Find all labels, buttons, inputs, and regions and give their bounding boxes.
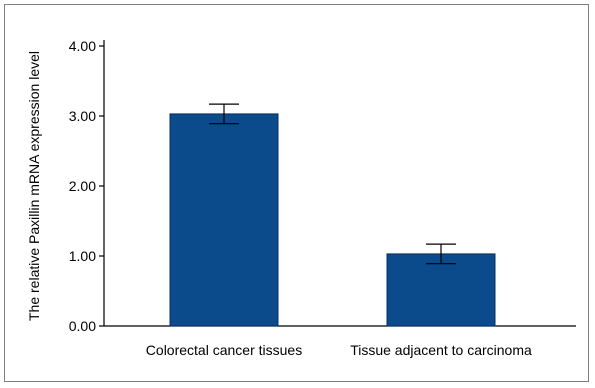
y-tick-label: 4.00 xyxy=(69,38,96,54)
y-axis-label: The relative Paxillin mRNA expression le… xyxy=(26,51,42,321)
x-tick-label: Tissue adjacent to carcinoma xyxy=(350,342,532,358)
y-tick-label: 0.00 xyxy=(69,318,96,334)
bars xyxy=(169,103,496,327)
y-tick-label: 3.00 xyxy=(69,108,96,124)
y-tick-label: 2.00 xyxy=(69,178,96,194)
tick-labels: 0.00 1.00 2.00 3.00 4.00 Colorectal cancer ti… xyxy=(69,38,532,358)
y-tick-label: 1.00 xyxy=(69,248,96,264)
x-tick-label: Colorectal cancer tissues xyxy=(146,342,302,358)
bar xyxy=(169,113,279,327)
bar xyxy=(386,253,496,327)
